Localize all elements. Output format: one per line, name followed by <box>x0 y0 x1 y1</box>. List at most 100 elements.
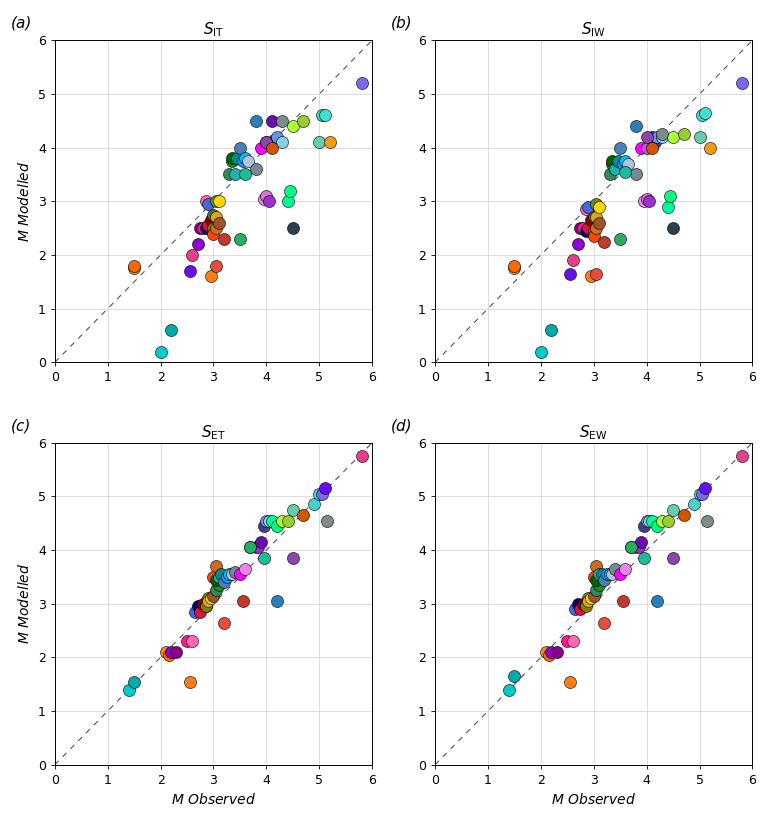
Point <box>611 154 624 167</box>
Point <box>207 589 220 602</box>
Point <box>183 675 196 688</box>
Point <box>202 594 214 607</box>
Point <box>601 568 613 581</box>
Point <box>218 232 230 246</box>
Point <box>356 77 368 90</box>
Point <box>162 648 175 662</box>
Point <box>250 162 262 176</box>
Point <box>239 562 251 575</box>
Y-axis label: $\mathit{M}$ Modelled: $\mathit{M}$ Modelled <box>17 161 32 242</box>
Point <box>297 115 309 128</box>
Point <box>165 645 177 658</box>
Point <box>590 222 602 235</box>
Point <box>199 194 212 208</box>
Point <box>632 541 645 554</box>
Point <box>268 133 281 146</box>
Point <box>580 600 592 613</box>
Point <box>545 645 557 658</box>
Point <box>210 222 223 235</box>
Point <box>287 222 299 235</box>
Point <box>664 190 676 203</box>
Point <box>210 583 223 597</box>
Y-axis label: $\mathit{M}$ Modelled: $\mathit{M}$ Modelled <box>17 563 32 644</box>
Point <box>318 109 331 122</box>
Point <box>640 192 652 205</box>
Point <box>567 634 579 648</box>
Point <box>276 514 288 527</box>
Point <box>593 578 605 592</box>
Point <box>237 154 249 167</box>
Point <box>218 616 230 629</box>
Point <box>196 597 209 611</box>
Point <box>619 166 632 179</box>
Point <box>535 345 547 358</box>
Point <box>287 551 299 564</box>
Point <box>192 237 204 250</box>
Point <box>239 152 251 165</box>
Point <box>614 232 626 246</box>
Point <box>239 168 251 181</box>
Point <box>324 136 336 149</box>
Point <box>281 194 294 208</box>
Point <box>587 224 600 237</box>
Point <box>617 157 629 171</box>
Point <box>287 503 299 517</box>
Point <box>614 568 626 581</box>
Point <box>265 115 278 128</box>
Point <box>587 589 600 602</box>
Point <box>635 141 648 154</box>
Point <box>202 219 214 232</box>
Point <box>218 576 230 589</box>
Point <box>199 600 212 613</box>
Point <box>651 519 663 532</box>
Point <box>196 222 209 235</box>
Point <box>630 541 642 554</box>
Point <box>281 514 294 527</box>
Point <box>250 115 262 128</box>
Point <box>606 154 618 167</box>
Point <box>640 514 652 527</box>
Point <box>606 568 618 581</box>
Point <box>640 130 652 143</box>
Point <box>261 136 273 149</box>
Text: (d): (d) <box>390 418 412 433</box>
Point <box>229 565 241 578</box>
Point <box>318 482 331 495</box>
Point <box>257 192 270 205</box>
Point <box>257 551 270 564</box>
Point <box>619 562 632 575</box>
Point <box>630 119 642 133</box>
Point <box>595 568 608 581</box>
Point <box>582 222 594 235</box>
Point <box>701 514 713 527</box>
Point <box>585 213 598 227</box>
Point <box>244 541 257 554</box>
Point <box>321 514 333 527</box>
Point <box>587 230 600 243</box>
Point <box>582 594 594 607</box>
Point <box>651 130 663 143</box>
Point <box>297 508 309 522</box>
Point <box>572 237 584 250</box>
Point <box>242 154 254 167</box>
Point <box>210 194 223 208</box>
Point <box>625 541 637 554</box>
Point <box>205 213 217 227</box>
Point <box>231 152 243 165</box>
Point <box>638 194 650 208</box>
Point <box>226 152 238 165</box>
Point <box>677 128 690 141</box>
Point <box>564 675 576 688</box>
Point <box>580 203 592 216</box>
Point <box>582 592 594 605</box>
Point <box>210 559 223 573</box>
Point <box>587 570 600 583</box>
Point <box>604 168 616 181</box>
Point <box>590 211 602 224</box>
Point <box>704 141 717 154</box>
Point <box>271 519 283 532</box>
Point <box>276 115 288 128</box>
Point <box>649 136 661 149</box>
X-axis label: $\mathit{M}$ Observed: $\mathit{M}$ Observed <box>171 793 256 808</box>
Point <box>688 498 700 511</box>
